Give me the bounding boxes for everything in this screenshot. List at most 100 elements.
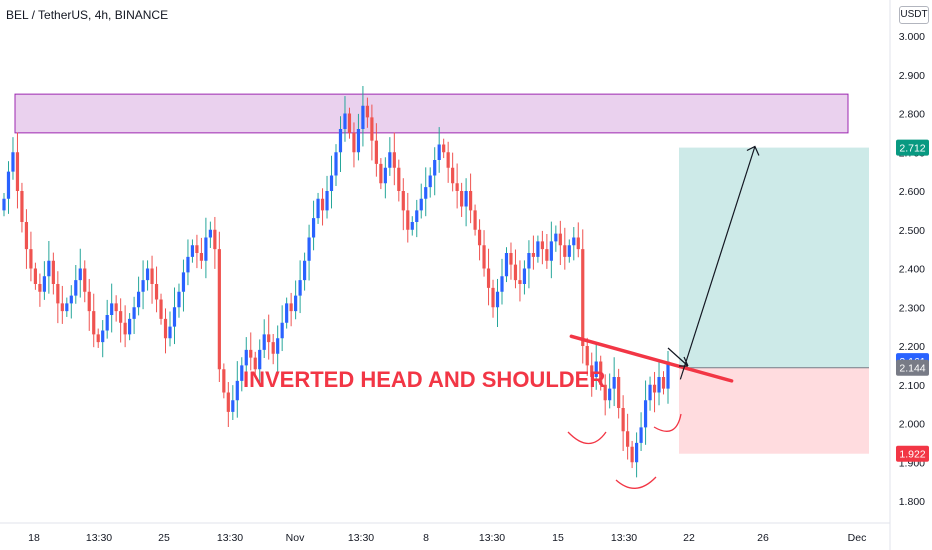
candle-body xyxy=(172,307,177,327)
candle-body xyxy=(356,129,361,153)
candle-body xyxy=(69,295,73,304)
candle-body xyxy=(276,338,280,354)
price-tick-label: 1.800 xyxy=(899,496,925,508)
candle-body xyxy=(235,380,239,401)
candle-body xyxy=(338,129,343,153)
candles-layer xyxy=(2,85,670,478)
candle-body xyxy=(473,210,477,230)
candle-body xyxy=(244,349,248,366)
candle-body xyxy=(365,105,370,118)
candle-body xyxy=(181,272,186,292)
pattern-label: INVERTED HEAD AND SHOULDER xyxy=(243,367,605,392)
candle-body xyxy=(424,187,428,199)
candle-body xyxy=(325,191,329,211)
price-tick-label: 2.600 xyxy=(899,186,925,198)
candle-body xyxy=(527,253,531,269)
candle-body xyxy=(20,191,24,222)
candle-body xyxy=(504,253,509,277)
price-tick-label: 2.800 xyxy=(899,109,925,121)
candle-body xyxy=(545,249,549,261)
candle-body xyxy=(581,249,585,346)
candle-body xyxy=(392,152,396,168)
price-label-text: 1.922 xyxy=(899,449,925,461)
candle-body xyxy=(630,446,634,463)
candle-body xyxy=(590,365,594,377)
candle-body xyxy=(136,291,141,308)
candle-body xyxy=(549,241,553,261)
time-tick-label: 18 xyxy=(28,532,40,544)
candle-body xyxy=(154,284,159,300)
candle-body xyxy=(15,152,20,191)
candle-body xyxy=(280,322,284,339)
price-tick-label: 3.000 xyxy=(899,31,925,43)
candle-body xyxy=(518,280,522,284)
candle-body xyxy=(316,198,320,219)
price-label-badge xyxy=(896,359,929,376)
candle-body xyxy=(486,268,491,288)
candle-body xyxy=(460,191,464,207)
head-curve xyxy=(615,476,657,489)
candle-body xyxy=(204,237,208,261)
profit-zone[interactable] xyxy=(679,147,869,368)
currency-button[interactable]: USDT xyxy=(899,6,929,24)
entry-arrow xyxy=(667,347,689,367)
time-tick-label: 25 xyxy=(158,532,170,544)
candle-body xyxy=(433,160,437,176)
candle-body xyxy=(2,198,6,211)
candle-body xyxy=(123,322,127,335)
candle-body xyxy=(150,268,154,284)
candle-body xyxy=(302,260,307,281)
price-label-badge xyxy=(896,139,929,156)
time-tick-label: 8 xyxy=(423,532,429,544)
candle-body xyxy=(141,280,145,292)
candle-body xyxy=(186,256,190,273)
candle-body xyxy=(267,334,271,343)
candle-body xyxy=(96,334,100,343)
candle-body xyxy=(446,152,450,168)
resistance-zone[interactable] xyxy=(14,93,849,134)
candle-body xyxy=(334,152,338,176)
price-tick-label: 2.200 xyxy=(899,341,925,353)
candle-body xyxy=(168,326,172,339)
candle-body xyxy=(320,198,325,211)
candle-body xyxy=(401,191,405,211)
neckline[interactable] xyxy=(569,334,734,383)
candle-body xyxy=(482,245,486,269)
candle-body xyxy=(47,260,51,277)
candle-body xyxy=(33,268,38,284)
candle-body xyxy=(509,253,513,265)
candle-body xyxy=(271,342,275,354)
candle-body xyxy=(572,237,576,246)
candle-body xyxy=(464,191,468,207)
candle-body xyxy=(249,349,253,358)
candle-body xyxy=(78,268,82,281)
price-tick-label: 2.000 xyxy=(899,419,925,431)
candle-body xyxy=(495,291,500,308)
candle-body xyxy=(491,287,495,308)
candle-body xyxy=(74,280,78,296)
left-shoulder-curve xyxy=(567,431,607,445)
candle-body xyxy=(603,384,607,401)
candle-body xyxy=(347,113,352,133)
candle-body xyxy=(468,191,473,211)
candle-body xyxy=(608,388,612,401)
candle-body xyxy=(199,253,204,261)
stop-zone[interactable] xyxy=(679,367,869,454)
time-tick-label: 22 xyxy=(683,532,695,544)
candle-body xyxy=(311,218,316,238)
candle-body xyxy=(11,152,15,172)
candle-body xyxy=(567,245,571,257)
candle-body xyxy=(262,334,266,350)
candle-body xyxy=(65,303,69,312)
time-axis: 18 13:30 25 13:30 Nov 13:30 8 13:30 15 13:30 22 26 D… xyxy=(0,522,890,544)
time-tick-label: Dec xyxy=(848,532,867,544)
candle-body xyxy=(51,260,55,284)
candle-body xyxy=(419,198,423,211)
target-arrow[interactable] xyxy=(679,146,756,380)
price-label-text: 2.144 xyxy=(899,363,925,375)
candle-body xyxy=(643,400,648,428)
candle-body xyxy=(634,442,639,463)
candle-body xyxy=(599,361,603,385)
time-tick-label: 13:30 xyxy=(348,532,374,544)
